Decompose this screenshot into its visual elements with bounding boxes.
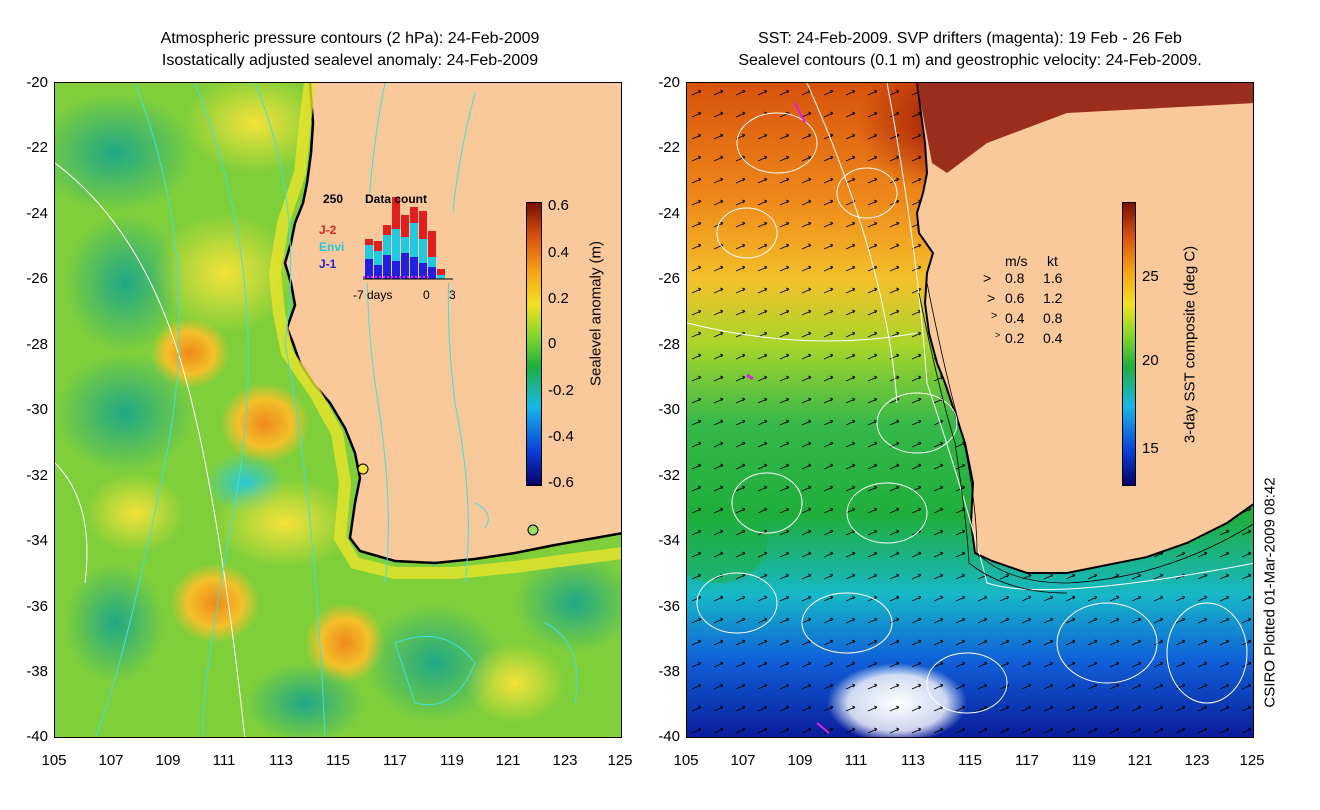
velocity-legend-header-kt: kt <box>1047 253 1058 269</box>
lon-tick: 115 <box>958 752 982 769</box>
histogram-legend-j2: J-2 <box>319 223 337 237</box>
lat-tick: -26 <box>658 270 680 287</box>
lat-tick: -24 <box>26 205 48 222</box>
lon-tick: 109 <box>787 752 813 769</box>
lon-tick: 107 <box>98 752 124 769</box>
lat-tick: -36 <box>658 598 680 615</box>
sealevel-colorbar-tick: 0.2 <box>548 290 569 307</box>
lon-tick: 105 <box>673 752 699 769</box>
sst-colorbar-tick: 15 <box>1142 440 1159 457</box>
sst-colorbar-tick: 20 <box>1142 352 1159 369</box>
sealevel-colorbar <box>526 202 542 486</box>
lon-tick: 121 <box>495 752 521 769</box>
lat-tick: -22 <box>658 139 680 156</box>
lat-tick: -30 <box>26 401 48 418</box>
histogram-x-label-zero: 0 <box>423 288 430 302</box>
lat-tick: -22 <box>26 139 48 156</box>
lon-tick: 119 <box>440 752 464 769</box>
lon-tick: 113 <box>901 752 925 769</box>
lat-tick: -40 <box>26 728 48 745</box>
velocity-legend-kt: 1.6 <box>1043 270 1063 286</box>
velocity-legend-kt: 0.8 <box>1043 310 1063 326</box>
right-title-line1: SST: 24-Feb-2009. SVP drifters (magenta)… <box>758 30 1182 47</box>
sealevel-colorbar-tick: -0.2 <box>548 382 574 399</box>
sealevel-colorbar-tick: 0.6 <box>548 197 569 214</box>
histogram-legend-j1: J-1 <box>319 257 337 271</box>
lat-tick: -32 <box>658 467 680 484</box>
right-map-title: SST: 24-Feb-2009. SVP drifters (magenta)… <box>660 28 1280 72</box>
velocity-legend-kt: 1.2 <box>1043 290 1063 306</box>
sst-map: m/s kt > 0.8 1.6 > 0.6 1.2 > 0.4 0.8 > 0… <box>686 82 1254 738</box>
lon-tick: 115 <box>326 752 350 769</box>
lon-tick: 107 <box>730 752 756 769</box>
velocity-legend-header-ms: m/s <box>1005 253 1028 269</box>
sealevel-colorbar-tick: -0.6 <box>548 474 574 491</box>
velocity-legend-ms: 0.6 <box>1005 290 1025 306</box>
histogram-legend-envi: Envi <box>319 240 345 254</box>
sst-colorbar-label: 3-day SST composite (deg C) <box>1181 245 1199 444</box>
histogram-max-label: 250 <box>323 192 344 206</box>
lat-tick: -38 <box>26 663 48 680</box>
histogram-x-label-start: -7 days <box>353 288 393 302</box>
sealevel-colorbar-tick: 0.4 <box>548 244 569 261</box>
lon-tick: 119 <box>1072 752 1096 769</box>
lat-tick: -34 <box>26 532 48 549</box>
lon-tick: 125 <box>1239 752 1265 769</box>
sst-map-graphic <box>687 83 1253 737</box>
lat-tick: -40 <box>658 728 680 745</box>
lon-tick: 117 <box>383 752 407 769</box>
velocity-legend-ms: 0.8 <box>1005 270 1025 286</box>
velocity-arrow-icon: > <box>987 290 996 306</box>
lon-tick: 111 <box>844 752 868 769</box>
lon-tick: 109 <box>155 752 181 769</box>
lat-tick: -34 <box>658 532 680 549</box>
credit-text: CSIRO Plotted 01-Mar-2009 08:42 <box>1261 477 1279 708</box>
sealevel-colorbar-tick: -0.4 <box>548 428 574 445</box>
velocity-legend-ms: 0.4 <box>1005 310 1025 326</box>
lon-tick: 125 <box>607 752 633 769</box>
velocity-legend-kt: 0.4 <box>1043 330 1063 346</box>
lon-tick: 113 <box>269 752 293 769</box>
velocity-arrow-icon: > <box>995 330 1001 340</box>
lat-tick: -30 <box>658 401 680 418</box>
lat-tick: -20 <box>26 74 48 91</box>
lon-tick: 111 <box>212 752 236 769</box>
right-title-line2: Sealevel contours (0.1 m) and geostrophi… <box>738 52 1202 69</box>
lat-tick: -26 <box>26 270 48 287</box>
lon-tick: 123 <box>552 752 578 769</box>
lat-tick: -36 <box>26 598 48 615</box>
left-map-title: Atmospheric pressure contours (2 hPa): 2… <box>40 28 660 72</box>
lat-tick: -24 <box>658 205 680 222</box>
lat-tick: -28 <box>26 336 48 353</box>
lat-tick: -20 <box>658 74 680 91</box>
sealevel-colorbar-label: Sealevel anomaly (m) <box>587 240 605 387</box>
histogram-x-label-end: 3 <box>449 288 456 302</box>
data-count-histogram <box>363 193 453 283</box>
lat-tick: -28 <box>658 336 680 353</box>
lon-tick: 121 <box>1127 752 1153 769</box>
lon-tick: 105 <box>41 752 67 769</box>
left-title-line2: Isostatically adjusted sealevel anomaly:… <box>161 52 539 69</box>
sst-colorbar <box>1122 202 1136 486</box>
sealevel-colorbar-tick: 0 <box>548 335 557 352</box>
velocity-arrow-icon: > <box>983 270 992 286</box>
lat-tick: -32 <box>26 467 48 484</box>
lat-tick: -38 <box>658 663 680 680</box>
velocity-arrow-icon: > <box>991 310 998 322</box>
lon-tick: 123 <box>1184 752 1210 769</box>
sealevel-anomaly-map: 250 Data count J-2 Envi J-1 -7 days 0 3 <box>54 82 622 738</box>
velocity-legend-ms: 0.2 <box>1005 330 1025 346</box>
left-title-line1: Atmospheric pressure contours (2 hPa): 2… <box>160 30 540 47</box>
lon-tick: 117 <box>1015 752 1039 769</box>
sst-colorbar-tick: 25 <box>1142 268 1159 285</box>
histogram-title: Data count <box>365 192 428 206</box>
